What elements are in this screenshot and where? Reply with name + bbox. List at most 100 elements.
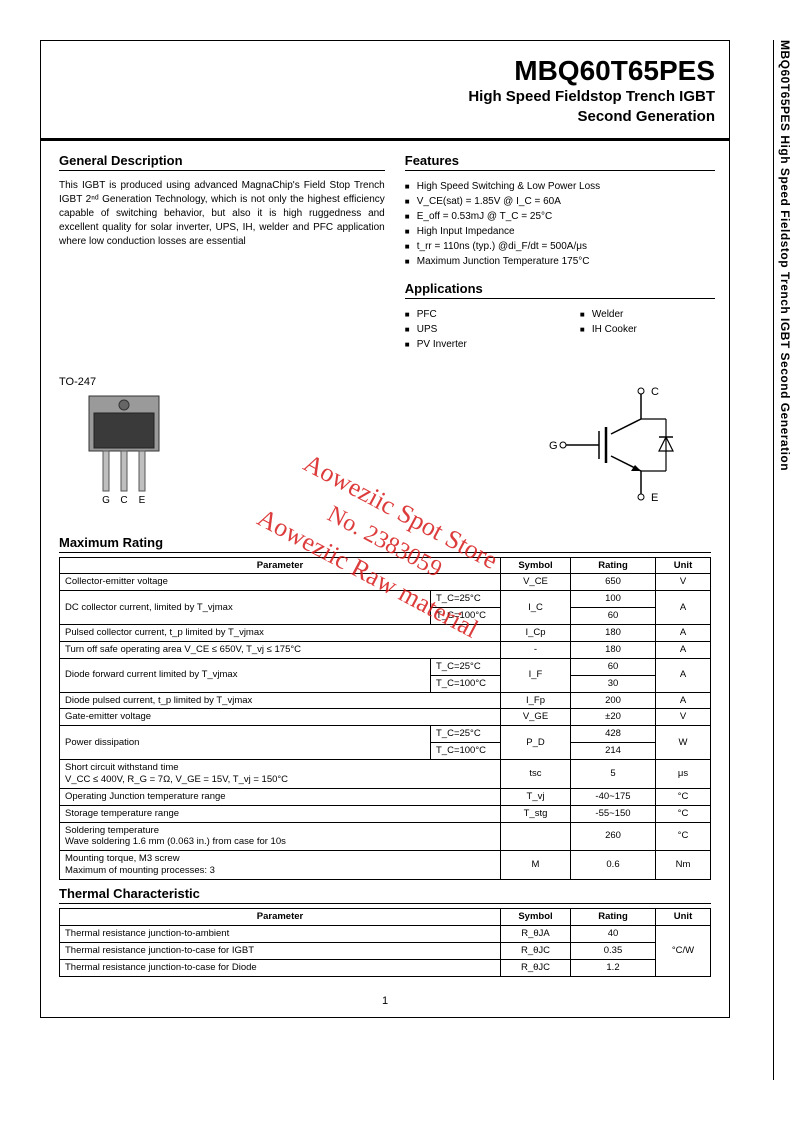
table-cell: μs bbox=[656, 760, 711, 789]
table-cell: T_C=100°C bbox=[431, 608, 501, 625]
table-cell: T_vj bbox=[501, 788, 571, 805]
table-cell: DC collector current, limited by T_vjmax bbox=[60, 591, 431, 625]
table-cell: 0.6 bbox=[571, 851, 656, 880]
table-cell: Thermal resistance junction-to-case for … bbox=[60, 959, 501, 976]
table-cell: ±20 bbox=[571, 709, 656, 726]
table-cell: 650 bbox=[571, 574, 656, 591]
table-cell: P_D bbox=[501, 726, 571, 760]
table-cell: A bbox=[656, 641, 711, 658]
table-cell: Diode pulsed current, t_p limited by T_v… bbox=[60, 692, 501, 709]
table-cell: T_C=100°C bbox=[431, 675, 501, 692]
page-number: 1 bbox=[41, 987, 729, 1017]
col-unit: Unit bbox=[656, 909, 711, 926]
col-rating: Rating bbox=[571, 909, 656, 926]
top-columns: General Description This IGBT is produce… bbox=[41, 141, 729, 370]
table-cell: 214 bbox=[571, 743, 656, 760]
thermal-table: Parameter Symbol Rating Unit Thermal res… bbox=[59, 908, 711, 977]
table-cell: A bbox=[656, 658, 711, 692]
col-parameter: Parameter bbox=[60, 557, 501, 574]
application-item: PFC bbox=[405, 307, 540, 322]
table-cell: °C bbox=[656, 788, 711, 805]
table-cell: 260 bbox=[571, 822, 656, 851]
maximum-rating-table: Parameter Symbol Rating Unit Collector-e… bbox=[59, 557, 711, 881]
pin-e-label: E bbox=[139, 495, 146, 506]
maximum-rating-heading: Maximum Rating bbox=[59, 535, 711, 553]
table-cell: 428 bbox=[571, 726, 656, 743]
table-cell: tsc bbox=[501, 760, 571, 789]
package-label: TO-247 bbox=[59, 376, 189, 388]
diagram-row: TO-247 G C E C bbox=[41, 370, 729, 525]
col-unit: Unit bbox=[656, 557, 711, 574]
table-cell: 0.35 bbox=[571, 942, 656, 959]
col-symbol: Symbol bbox=[501, 909, 571, 926]
table-cell: R_θJC bbox=[501, 942, 571, 959]
feature-item: Maximum Junction Temperature 175°C bbox=[405, 254, 715, 269]
applications-col-2: Welder IH Cooker bbox=[580, 307, 715, 352]
features-applications-col: Features High Speed Switching & Low Powe… bbox=[395, 141, 729, 370]
table-cell: 5 bbox=[571, 760, 656, 789]
thermal-heading: Thermal Characteristic bbox=[59, 886, 711, 904]
table-cell: 200 bbox=[571, 692, 656, 709]
table-cell: 180 bbox=[571, 625, 656, 642]
table-cell: V_GE bbox=[501, 709, 571, 726]
table-cell: R_θJA bbox=[501, 925, 571, 942]
header-block: MBQ60T65PES High Speed Fieldstop Trench … bbox=[41, 41, 729, 141]
general-description-text: This IGBT is produced using advanced Mag… bbox=[59, 179, 385, 249]
table-cell: A bbox=[656, 591, 711, 625]
table-cell: Mounting torque, M3 screw Maximum of mou… bbox=[60, 851, 501, 880]
table-cell: - bbox=[501, 641, 571, 658]
table-cell: Gate-emitter voltage bbox=[60, 709, 501, 726]
applications-heading: Applications bbox=[405, 281, 715, 299]
general-description-heading: General Description bbox=[59, 153, 385, 171]
col-rating: Rating bbox=[571, 557, 656, 574]
feature-item: E_off = 0.53mJ @ T_C = 25°C bbox=[405, 209, 715, 224]
table-cell: T_C=25°C bbox=[431, 658, 501, 675]
application-item: Welder bbox=[580, 307, 715, 322]
subtitle-line-2: Second Generation bbox=[55, 107, 715, 127]
col-parameter: Parameter bbox=[60, 909, 501, 926]
package-block: TO-247 G C E bbox=[59, 376, 189, 513]
side-vertical-title: MBQ60T65PES High Speed Fieldstop Trench … bbox=[773, 40, 792, 1080]
svg-text:C: C bbox=[651, 386, 659, 398]
svg-text:E: E bbox=[651, 492, 658, 504]
table-cell: 60 bbox=[571, 658, 656, 675]
table-cell: Thermal resistance junction-to-ambient bbox=[60, 925, 501, 942]
table-cell: V bbox=[656, 574, 711, 591]
feature-item: High Speed Switching & Low Power Loss bbox=[405, 179, 715, 194]
table-cell: R_θJC bbox=[501, 959, 571, 976]
features-heading: Features bbox=[405, 153, 715, 171]
table-cell: I_C bbox=[501, 591, 571, 625]
table-cell: °C bbox=[656, 822, 711, 851]
table-cell: A bbox=[656, 692, 711, 709]
max-rating-tbody: Collector-emitter voltageV_CE650V DC col… bbox=[60, 574, 711, 880]
table-cell: 60 bbox=[571, 608, 656, 625]
feature-item: t_rr = 110ns (typ.) @di_F/dt = 500A/μs bbox=[405, 239, 715, 254]
circuit-symbol: C G E bbox=[541, 379, 691, 509]
table-cell: Collector-emitter voltage bbox=[60, 574, 501, 591]
feature-item: V_CE(sat) = 1.85V @ I_C = 60A bbox=[405, 194, 715, 209]
applications-columns: PFC UPS PV Inverter Welder IH Cooker bbox=[405, 307, 715, 364]
table-cell bbox=[501, 822, 571, 851]
table-cell: Storage temperature range bbox=[60, 805, 501, 822]
table-cell: 180 bbox=[571, 641, 656, 658]
table-cell: I_Cp bbox=[501, 625, 571, 642]
pin-c-label: C bbox=[120, 495, 127, 506]
table-cell: V_CE bbox=[501, 574, 571, 591]
table-cell: V bbox=[656, 709, 711, 726]
table-cell: I_F bbox=[501, 658, 571, 692]
table-cell: Diode forward current limited by T_vjmax bbox=[60, 658, 431, 692]
table-cell: 1.2 bbox=[571, 959, 656, 976]
table-cell: A bbox=[656, 625, 711, 642]
maximum-rating-section: Maximum Rating Parameter Symbol Rating U… bbox=[41, 525, 729, 987]
table-cell: T_stg bbox=[501, 805, 571, 822]
table-cell: Soldering temperature Wave soldering 1.6… bbox=[60, 822, 501, 851]
part-number-title: MBQ60T65PES bbox=[55, 55, 715, 87]
pin-g-label: G bbox=[102, 495, 110, 506]
table-cell: T_C=25°C bbox=[431, 726, 501, 743]
features-list: High Speed Switching & Low Power Loss V_… bbox=[405, 179, 715, 269]
table-cell: W bbox=[656, 726, 711, 760]
table-cell: Short circuit withstand time V_CC ≤ 400V… bbox=[60, 760, 501, 789]
table-cell: 30 bbox=[571, 675, 656, 692]
table-cell: T_C=100°C bbox=[431, 743, 501, 760]
table-cell: Turn off safe operating area V_CE ≤ 650V… bbox=[60, 641, 501, 658]
